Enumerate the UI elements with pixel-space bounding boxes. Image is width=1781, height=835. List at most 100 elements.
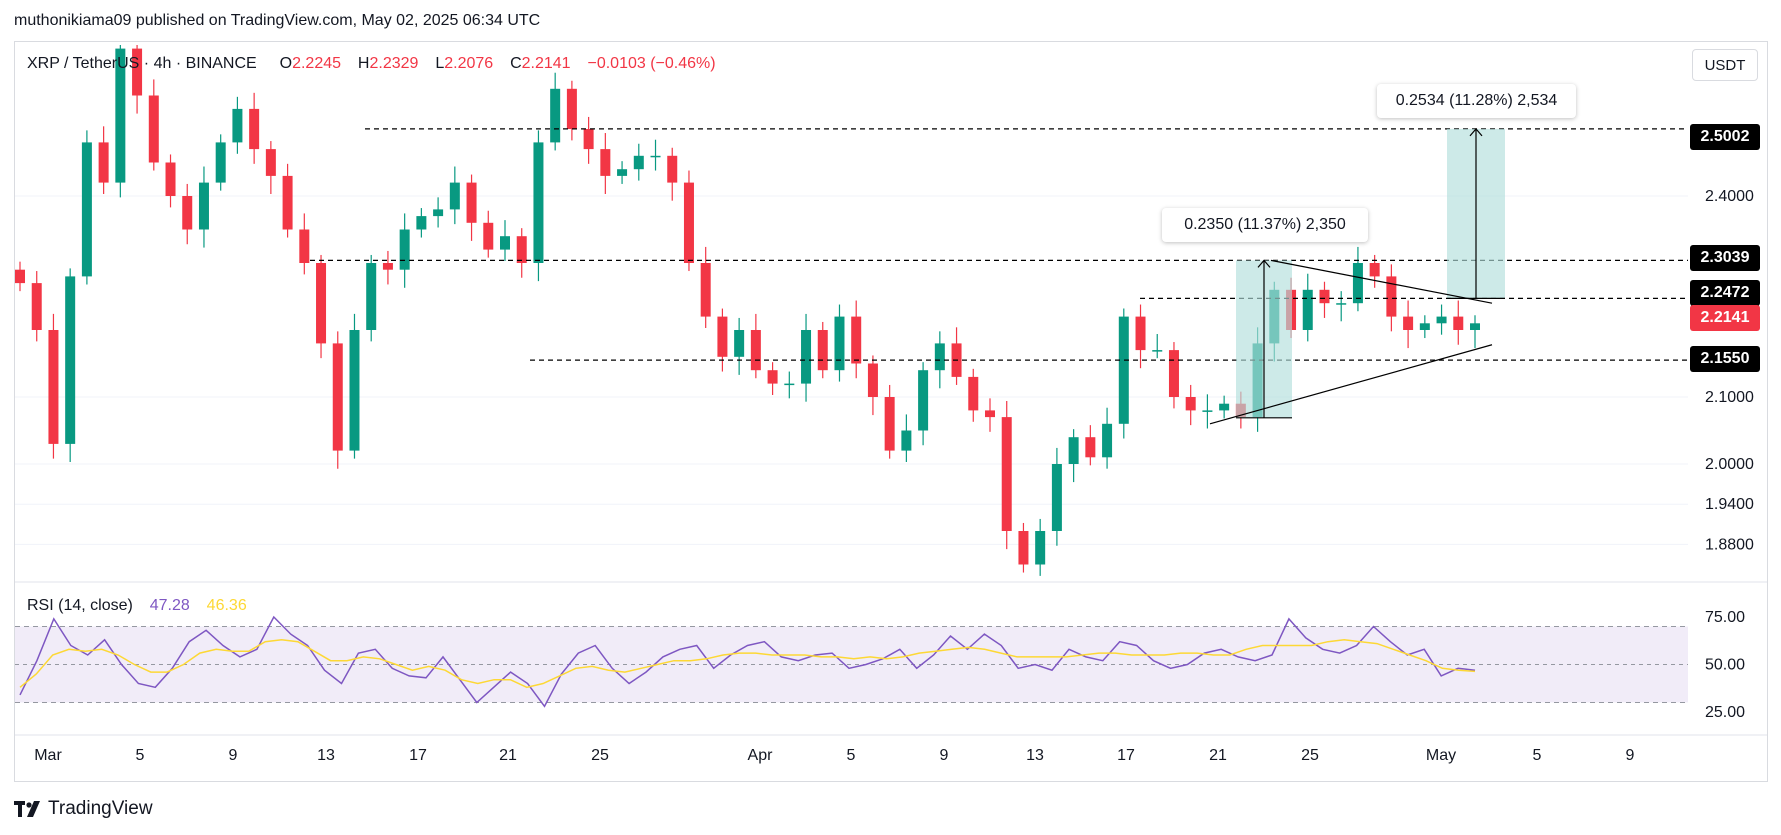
candle-body[interactable] [1336,303,1347,305]
candle-body[interactable] [650,155,661,158]
candle-body[interactable] [867,363,878,398]
candle-body[interactable] [316,263,327,344]
candle-body[interactable] [98,142,109,183]
candle-body[interactable] [1102,423,1113,458]
candle-body[interactable] [500,236,510,250]
candle-body[interactable] [265,149,276,176]
candle-body[interactable] [449,182,460,210]
candle-body[interactable] [583,129,594,150]
candle-body[interactable] [148,95,159,163]
time-axis-label: 5 [847,747,856,764]
candle-body[interactable] [700,263,711,317]
candle-body[interactable] [1118,316,1129,424]
candle-body[interactable] [834,316,845,371]
candle-body[interactable] [801,330,812,384]
candle-body[interactable] [165,162,176,197]
time-axis-label: 9 [940,747,949,764]
candle-body[interactable] [617,169,628,176]
candle-body[interactable] [1369,263,1380,277]
triangle-upper-trendline[interactable] [1270,259,1493,304]
candle-body[interactable] [483,222,494,250]
candle-body[interactable] [934,343,945,371]
candle-body[interactable] [366,263,377,330]
candle-body[interactable] [1219,403,1230,411]
candle-body[interactable] [1085,437,1096,458]
candle-body[interactable] [1386,276,1397,317]
candle-body[interactable] [433,209,444,217]
candle-body[interactable] [1001,417,1012,531]
candle-body[interactable] [633,155,644,170]
close-value: 2.2141 [521,55,571,72]
candle-body[interactable] [1419,323,1430,330]
tradingview-logo[interactable]: TradingView [14,798,153,820]
candle-body[interactable] [349,330,360,451]
candle-body[interactable] [81,142,92,277]
candle-body[interactable] [516,236,527,263]
symbol-title[interactable]: XRP / TetherUS · 4h · BINANCE [27,55,257,72]
candle-body[interactable] [132,48,143,96]
candle-body[interactable] [232,108,243,143]
candle-body[interactable] [1352,263,1363,304]
candle-body[interactable] [399,229,410,270]
measure-label-pole[interactable]: 0.2350 (11.37%) 2,350 [1162,208,1368,242]
candle-body[interactable] [1135,316,1146,351]
candle-body[interactable] [667,155,678,183]
measure-label-target[interactable]: 0.2534 (11.28%) 2,534 [1377,84,1576,118]
candle-body[interactable] [332,343,343,451]
candle-body[interactable] [466,182,477,223]
triangle-lower-trendline[interactable] [1209,344,1493,425]
candle-body[interactable] [734,330,745,357]
time-axis-label: 21 [1209,747,1227,764]
candle-body[interactable] [182,196,193,230]
candle-body[interactable] [1185,397,1196,411]
candle-body[interactable] [918,370,929,431]
candle-body[interactable] [750,330,761,371]
candle-body[interactable] [1035,531,1046,565]
candle-body[interactable] [817,330,828,371]
candle-body[interactable] [1436,316,1447,324]
low-label: L [435,55,445,72]
candle-body[interactable] [1453,316,1464,330]
price-tag-2.1550: 2.1550 [1690,346,1760,372]
candle-body[interactable] [884,397,895,451]
candle-body[interactable] [215,142,226,183]
candle-body[interactable] [717,316,728,357]
candle-body[interactable] [249,108,260,150]
candle-body[interactable] [851,316,862,364]
candle-body[interactable] [901,430,912,451]
candle-body[interactable] [299,229,310,264]
candle-body[interactable] [600,149,611,176]
candle-body[interactable] [533,142,544,263]
candle-body[interactable] [683,182,694,263]
candle-body[interactable] [1470,323,1480,330]
candle-body[interactable] [416,216,427,230]
rsi-ma-line[interactable] [19,639,1476,689]
candle-body[interactable] [968,376,979,411]
currency-button[interactable]: USDT [1692,49,1758,81]
candle-body[interactable] [1068,437,1079,464]
candle-body[interactable] [48,330,59,444]
candle-body[interactable] [784,383,795,386]
candle-body[interactable] [1319,289,1330,304]
rsi-indicator-title[interactable]: RSI (14, close) [27,597,133,614]
candle-body[interactable] [1018,531,1029,565]
candle-body[interactable] [115,48,126,183]
candle-body[interactable] [382,263,393,270]
candle-body[interactable] [985,410,995,418]
candle-body[interactable] [198,182,209,230]
candle-body[interactable] [65,276,76,444]
candle-body[interactable] [1051,464,1062,531]
candle-body[interactable] [1302,289,1313,330]
rsi-axis-label: 25.00 [1705,704,1745,721]
candle-body[interactable] [282,175,293,230]
candle-body[interactable] [1152,350,1163,352]
candle-body[interactable] [31,283,42,330]
candle-body[interactable] [550,88,561,143]
candle-body[interactable] [15,269,25,284]
candle-body[interactable] [1168,350,1179,397]
candle-body[interactable] [566,88,577,129]
candle-body[interactable] [1202,410,1213,412]
candle-body[interactable] [1403,316,1414,330]
candle-body[interactable] [767,370,778,384]
